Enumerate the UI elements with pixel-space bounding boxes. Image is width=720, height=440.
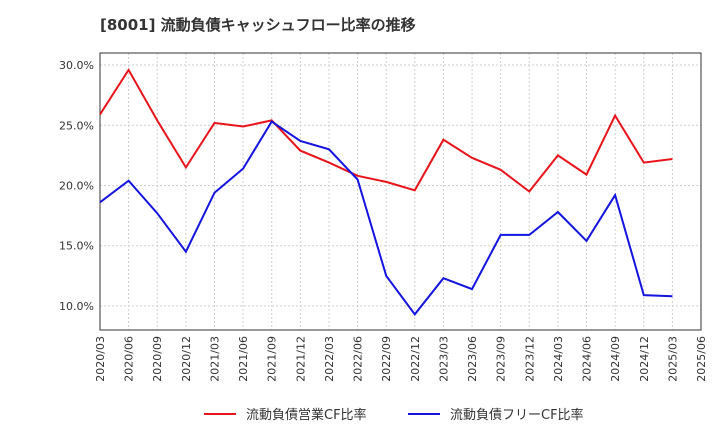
x-tick-label: 2022/12 [409, 336, 422, 382]
series-line-1 [99, 67, 673, 193]
x-tick-label: 2025/06 [695, 336, 708, 382]
series-lines [99, 67, 673, 316]
legend-label-2: 流動負債フリーCF比率 [450, 407, 584, 423]
x-tick-label: 2024/12 [638, 336, 651, 382]
x-tick-label: 2023/12 [523, 336, 536, 382]
x-tick-label: 2020/09 [151, 336, 164, 382]
y-axis: 10.0% 15.0% 20.0% 25.0% 30.0% [59, 59, 94, 313]
x-tick-label: 2023/03 [437, 336, 450, 382]
x-tick-label: 2020/03 [94, 336, 107, 382]
x-tick-label: 2024/06 [581, 336, 594, 382]
y-tick-label: 25.0% [59, 119, 94, 132]
x-tick-label: 2020/12 [180, 336, 193, 382]
x-axis: 2020/03 2020/06 2020/09 2020/12 2021/03 2021/… [94, 336, 708, 382]
chart-title: [8001] 流動負債キャッシュフロー比率の推移 [100, 16, 416, 34]
x-tick-label: 2022/03 [323, 336, 336, 382]
y-tick-label: 30.0% [59, 59, 94, 72]
y-tick-label: 15.0% [59, 240, 94, 253]
y-tick-label: 20.0% [59, 179, 94, 192]
x-tick-label: 2024/03 [552, 336, 565, 382]
x-tick-label: 2022/09 [380, 336, 393, 382]
series-line-2 [99, 120, 673, 316]
x-tick-label: 2021/09 [266, 336, 279, 382]
x-tick-label: 2021/12 [294, 336, 307, 382]
x-tick-label: 2024/09 [609, 336, 622, 382]
plot-area [99, 52, 702, 331]
x-tick-label: 2023/09 [495, 336, 508, 382]
y-tick-label: 10.0% [59, 300, 94, 313]
x-tick-label: 2023/06 [466, 336, 479, 382]
legend: 流動負債営業CF比率 流動負債フリーCF比率 [204, 407, 584, 423]
grid [99, 53, 702, 330]
x-tick-label: 2021/03 [208, 336, 221, 382]
x-tick-label: 2020/06 [123, 336, 136, 382]
legend-label-1: 流動負債営業CF比率 [246, 407, 367, 423]
x-tick-label: 2022/06 [352, 336, 365, 382]
x-tick-label: 2021/06 [237, 336, 250, 382]
x-tick-label: 2025/03 [666, 336, 679, 382]
